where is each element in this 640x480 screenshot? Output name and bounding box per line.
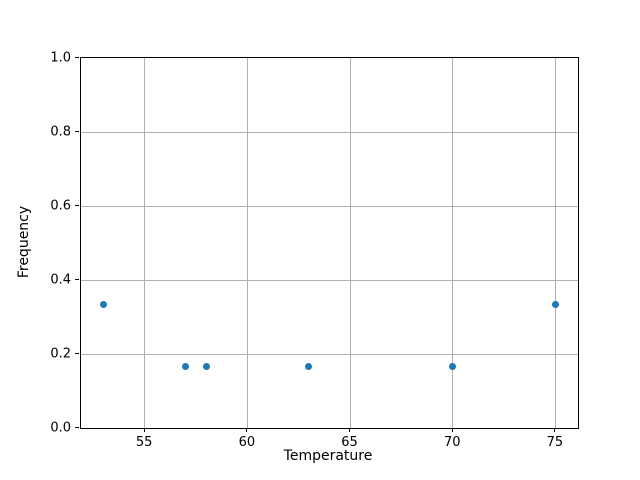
y-axis-label: Frequency <box>16 205 32 279</box>
x-tick-label: 70 <box>443 435 461 450</box>
y-tick-label: 0.0 <box>50 420 71 435</box>
y-gridline <box>81 131 578 133</box>
x-gridline <box>452 58 454 428</box>
y-tick <box>75 205 79 206</box>
x-tick <box>554 428 556 432</box>
data-point <box>202 362 210 370</box>
x-tick-label: 65 <box>341 435 358 450</box>
y-tick-label: 0.4 <box>50 272 71 287</box>
y-tick-label: 0.6 <box>50 198 71 213</box>
x-gridline <box>144 58 146 428</box>
y-gridline <box>81 279 578 281</box>
plot-area <box>80 57 579 429</box>
x-gridline <box>246 58 248 428</box>
x-tick-label: 55 <box>135 435 153 450</box>
x-axis-label: Temperature <box>283 448 373 464</box>
y-tick-label: 1.0 <box>50 50 71 65</box>
y-tick <box>75 427 79 428</box>
y-tick-label: 0.8 <box>50 124 71 139</box>
x-gridline <box>554 58 556 428</box>
y-tick <box>75 57 79 58</box>
y-gridline <box>81 353 578 355</box>
x-tick <box>246 428 248 432</box>
x-gridline <box>349 58 351 428</box>
y-tick <box>75 279 79 280</box>
data-point <box>551 301 559 309</box>
data-point <box>100 301 108 309</box>
x-tick <box>451 428 453 432</box>
data-point <box>449 362 457 370</box>
data-point <box>305 362 313 370</box>
y-gridline <box>81 205 578 207</box>
y-tick-label: 0.2 <box>50 346 71 361</box>
y-tick <box>75 131 79 132</box>
y-tick <box>75 353 79 354</box>
data-point <box>182 362 190 370</box>
x-tick <box>143 428 145 432</box>
x-tick <box>349 428 351 432</box>
x-tick-label: 60 <box>238 435 256 450</box>
x-tick-label: 75 <box>546 435 564 450</box>
